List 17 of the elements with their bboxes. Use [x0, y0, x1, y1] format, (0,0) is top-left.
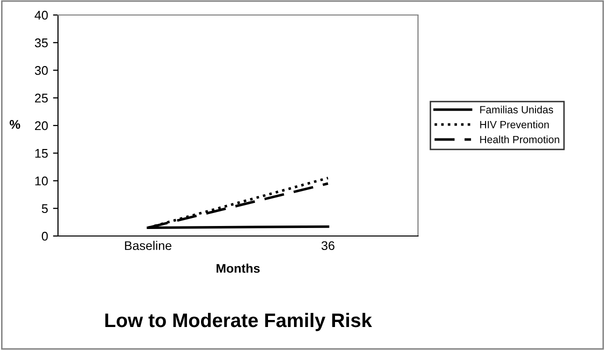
x-axis-title: Months	[216, 264, 260, 273]
y-tick-label: 15	[35, 149, 48, 158]
y-tick-label: 20	[35, 121, 48, 130]
y-tick-label: 35	[34, 38, 48, 48]
y-tick-label: 0	[42, 232, 48, 241]
y-tick-label: 5	[42, 204, 48, 214]
legend-label: HIV Prevention	[480, 120, 549, 128]
legend-label: Health Promotion	[480, 136, 560, 144]
legend-label: Familias Unidas	[480, 106, 554, 114]
y-tick-label: 40	[34, 10, 48, 20]
text: Low to Moderate Family Risk	[105, 312, 372, 332]
y-axis-title: %	[10, 120, 20, 129]
y-tick-label: 30	[34, 66, 48, 75]
x-tick-label: Baseline	[125, 240, 172, 250]
y-tick-label: 10	[35, 176, 48, 186]
x-tick-label: 36	[322, 241, 334, 250]
y-tick-label: 25	[35, 94, 48, 103]
